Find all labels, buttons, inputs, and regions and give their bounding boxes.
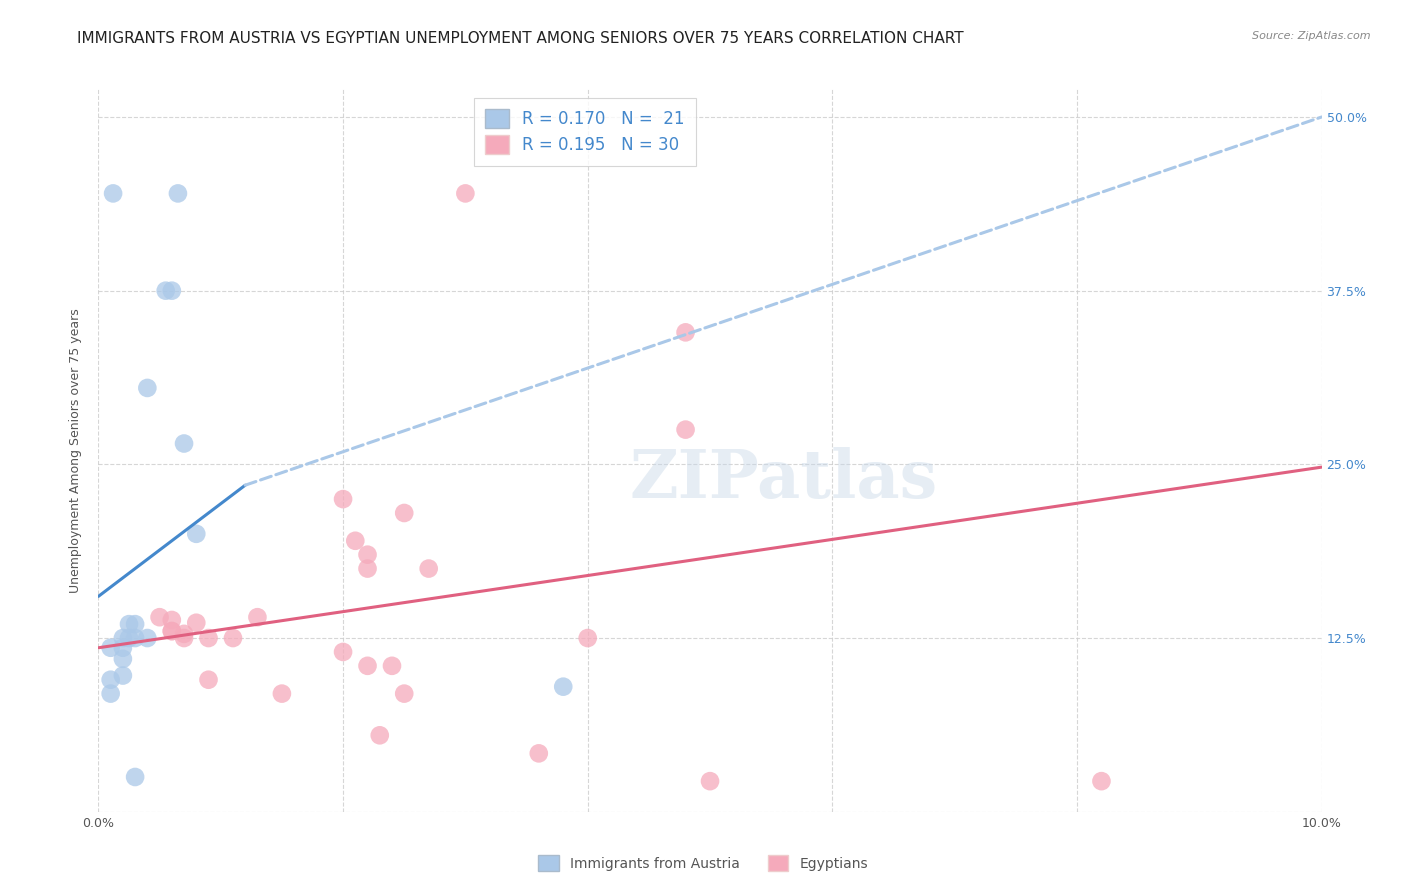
Point (160, 613, 183, 627)
Point (675, 326, 697, 340)
Point (553, 680, 575, 694)
Point (173, 627, 195, 641)
Point (699, 774, 721, 789)
Point (332, 492, 354, 507)
Point (160, 284, 183, 298)
Point (1090, 774, 1112, 789)
Text: ZIPatlas: ZIPatlas (630, 447, 938, 512)
Point (111, 631, 134, 645)
Point (160, 624, 183, 639)
Point (418, 561, 440, 575)
Point (136, 381, 159, 395)
Point (356, 658, 378, 673)
Point (155, 284, 177, 298)
Point (118, 631, 141, 645)
Point (111, 652, 134, 666)
Point (124, 617, 146, 632)
Point (454, 186, 477, 201)
Point (173, 436, 195, 450)
Point (124, 770, 146, 784)
Point (197, 673, 219, 687)
Point (392, 687, 416, 701)
Point (100, 673, 122, 687)
Text: Source: ZipAtlas.com: Source: ZipAtlas.com (1253, 31, 1371, 41)
Point (124, 631, 146, 645)
Point (381, 658, 404, 673)
Point (675, 423, 697, 437)
Point (576, 631, 599, 645)
Point (136, 631, 159, 645)
Point (111, 668, 134, 682)
Point (100, 687, 122, 701)
Legend: R = 0.170   N =  21, R = 0.195   N = 30: R = 0.170 N = 21, R = 0.195 N = 30 (474, 97, 696, 166)
Point (111, 640, 134, 655)
Point (118, 617, 141, 632)
Point (356, 561, 378, 575)
Point (160, 624, 183, 639)
Legend: Immigrants from Austria, Egyptians: Immigrants from Austria, Egyptians (531, 848, 875, 878)
Point (101, 186, 124, 201)
Point (167, 186, 190, 201)
Point (368, 728, 391, 742)
Point (222, 631, 245, 645)
Point (332, 645, 354, 659)
Point (186, 615, 208, 630)
Y-axis label: Unemployment Among Seniors over 75 years: Unemployment Among Seniors over 75 years (69, 308, 83, 593)
Point (100, 640, 122, 655)
Point (197, 631, 219, 645)
Point (356, 548, 378, 562)
Point (149, 610, 172, 624)
Text: IMMIGRANTS FROM AUSTRIA VS EGYPTIAN UNEMPLOYMENT AMONG SENIORS OVER 75 YEARS COR: IMMIGRANTS FROM AUSTRIA VS EGYPTIAN UNEM… (77, 31, 965, 46)
Point (270, 687, 292, 701)
Point (392, 506, 416, 520)
Point (527, 747, 550, 761)
Point (186, 526, 208, 541)
Point (173, 631, 195, 645)
Point (246, 610, 269, 624)
Point (344, 533, 367, 548)
